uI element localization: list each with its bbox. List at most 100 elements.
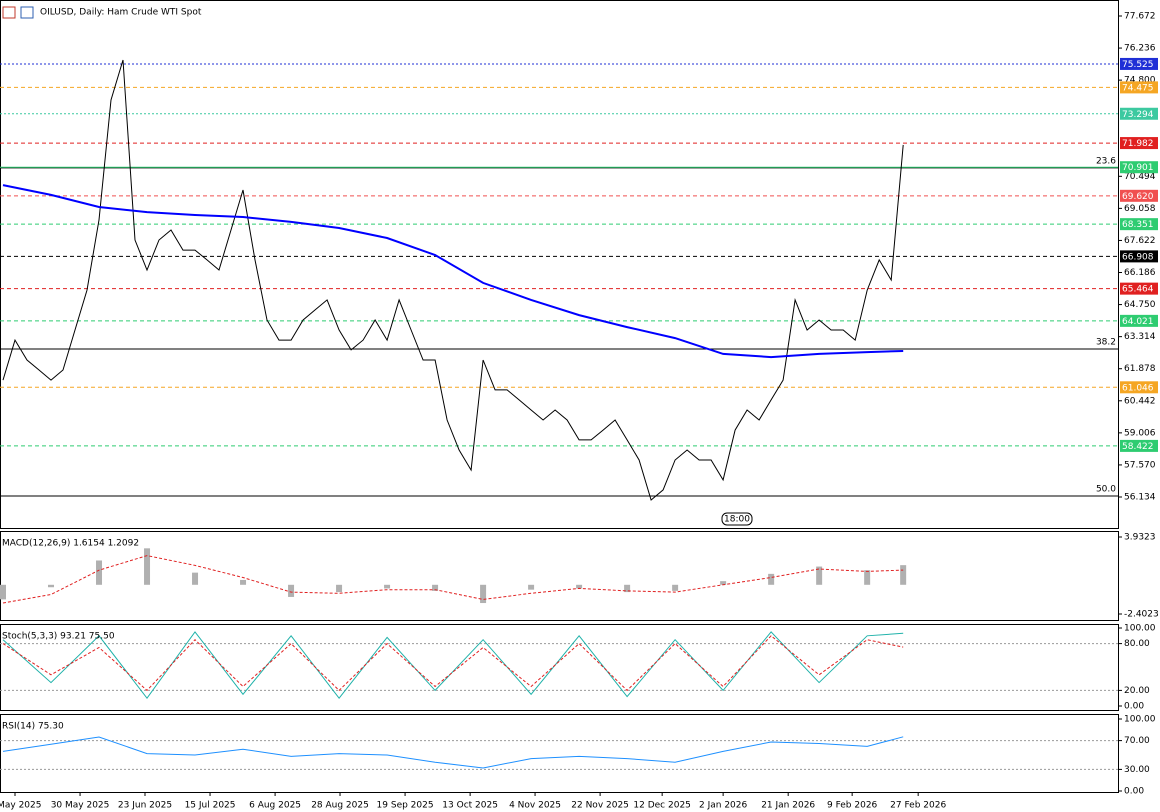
y-tick-label: 60.442: [1124, 396, 1156, 406]
x-tick-label: 9 Feb 2026: [827, 801, 878, 811]
series-line: [2, 555, 904, 604]
level-label-box: [1120, 107, 1158, 120]
y-tick-label: 57.570: [1124, 460, 1156, 470]
level-label-box: [1120, 81, 1158, 94]
x-tick-label: 15 Jul 2025: [185, 801, 236, 811]
histogram-bar: [624, 584, 631, 593]
level-label: 58.422: [1122, 442, 1154, 452]
panel-title: Stoch(5,3,3) 93.21 75.50: [2, 632, 115, 642]
time-marker: 18:00: [724, 515, 750, 525]
y-tick-label: 64.750: [1124, 300, 1156, 310]
histogram-bar: [900, 565, 907, 585]
panel-title: RSI(14) 75.30: [2, 722, 64, 732]
level-label: 61.046: [1122, 383, 1154, 393]
y-tick-label: 69.058: [1124, 204, 1156, 214]
level-label: 69.620: [1122, 192, 1154, 202]
level-label-box: [1120, 250, 1158, 263]
histogram-bar: [384, 584, 391, 589]
x-tick-label: 19 Sep 2025: [377, 801, 434, 811]
level-label: 75.525: [1122, 60, 1154, 70]
histogram-bar: [144, 548, 151, 585]
y-tick-label: 3.9323: [1124, 533, 1156, 543]
x-tick-label: 28 Aug 2025: [311, 801, 369, 811]
y-tick-label: 76.236: [1124, 44, 1156, 54]
histogram-bar: [528, 584, 535, 590]
panel-frame: [0, 0, 1119, 529]
histogram-bar: [816, 566, 823, 585]
y-tick-label: 59.006: [1124, 428, 1156, 438]
level-label-box: [1120, 282, 1158, 295]
x-tick-label: 21 Jan 2026: [761, 801, 815, 811]
y-tick-label: 70.494: [1124, 172, 1156, 182]
histogram-bar: [672, 584, 679, 591]
x-tick-label: 23 Jun 2025: [118, 801, 172, 811]
level-label-box: [1120, 161, 1158, 174]
histogram-bar: [336, 584, 343, 593]
y-tick-label: 20.00: [1124, 686, 1150, 696]
histogram-bar: [432, 584, 439, 591]
y-tick-label: 0.00: [1124, 786, 1144, 796]
histogram-bar: [96, 560, 103, 585]
y-tick-label: 66.186: [1124, 268, 1156, 278]
level-label: 71.982: [1122, 139, 1154, 149]
y-tick-label: 67.622: [1124, 236, 1156, 246]
y-tick-label: 100.00: [1124, 624, 1156, 634]
panel-frame: [0, 531, 1119, 621]
x-tick-label: 2 Jan 2026: [699, 801, 747, 811]
x-tick-label: 22 Nov 2025: [571, 801, 629, 811]
histogram-bar: [48, 584, 55, 588]
panel-title: OILUSD, Daily: Ham Crude WTI Spot: [40, 8, 202, 18]
level-label: 68.351: [1122, 220, 1154, 230]
time-marker-box: [721, 512, 753, 526]
histogram-bar: [576, 584, 583, 589]
y-tick-label: 100.00: [1124, 714, 1156, 724]
histogram-bar: [0, 584, 7, 600]
y-tick-label: 77.672: [1124, 11, 1156, 21]
histogram-bar: [288, 584, 295, 597]
icon: [2, 6, 16, 19]
level-label-box: [1120, 381, 1158, 394]
histogram-bar: [240, 579, 247, 585]
histogram-bar: [864, 570, 871, 585]
level-label: 65.464: [1122, 285, 1154, 295]
histogram-bar: [720, 581, 727, 585]
x-tick-label: 2 May 2025: [0, 801, 41, 811]
panel-frame: [0, 714, 1119, 793]
level-label-box: [1120, 57, 1158, 70]
level-label: 64.021: [1122, 317, 1154, 327]
series-line: [2, 631, 904, 700]
series-line: [2, 184, 904, 359]
x-tick-label: 12 Dec 2025: [633, 801, 691, 811]
y-tick-label: 63.314: [1124, 332, 1156, 342]
level-label: 66.908: [1122, 252, 1154, 262]
level-label-box: [1120, 314, 1158, 327]
panel-frame: [0, 624, 1119, 711]
y-tick-label: 74.800: [1124, 76, 1156, 86]
histogram-bar: [192, 572, 199, 585]
series-line: [2, 635, 904, 692]
fib-label: 23.6: [1096, 156, 1116, 166]
y-tick-label: 0.00: [1124, 701, 1144, 711]
level-label-box: [1120, 439, 1158, 452]
y-tick-label: 61.878: [1124, 364, 1156, 374]
histogram-bar: [480, 584, 487, 604]
level-label: 73.294: [1122, 110, 1154, 120]
x-tick-label: 6 Aug 2025: [249, 801, 301, 811]
level-label-box: [1120, 137, 1158, 150]
level-label-box: [1120, 189, 1158, 202]
x-tick-label: 30 May 2025: [51, 801, 110, 811]
y-tick-label: 70.00: [1124, 736, 1150, 746]
level-label: 70.901: [1122, 163, 1154, 173]
series-line: [2, 59, 904, 501]
fib-label: 38.2: [1096, 338, 1116, 348]
y-tick-label: 80.00: [1124, 639, 1150, 649]
histogram-bar: [768, 573, 775, 585]
fib-label: 50.0: [1096, 484, 1116, 494]
y-tick-label: 56.134: [1124, 493, 1156, 503]
level-label-box: [1120, 218, 1158, 231]
icon: [20, 6, 34, 19]
series-line: [2, 736, 904, 769]
level-label: 74.475: [1122, 83, 1154, 93]
